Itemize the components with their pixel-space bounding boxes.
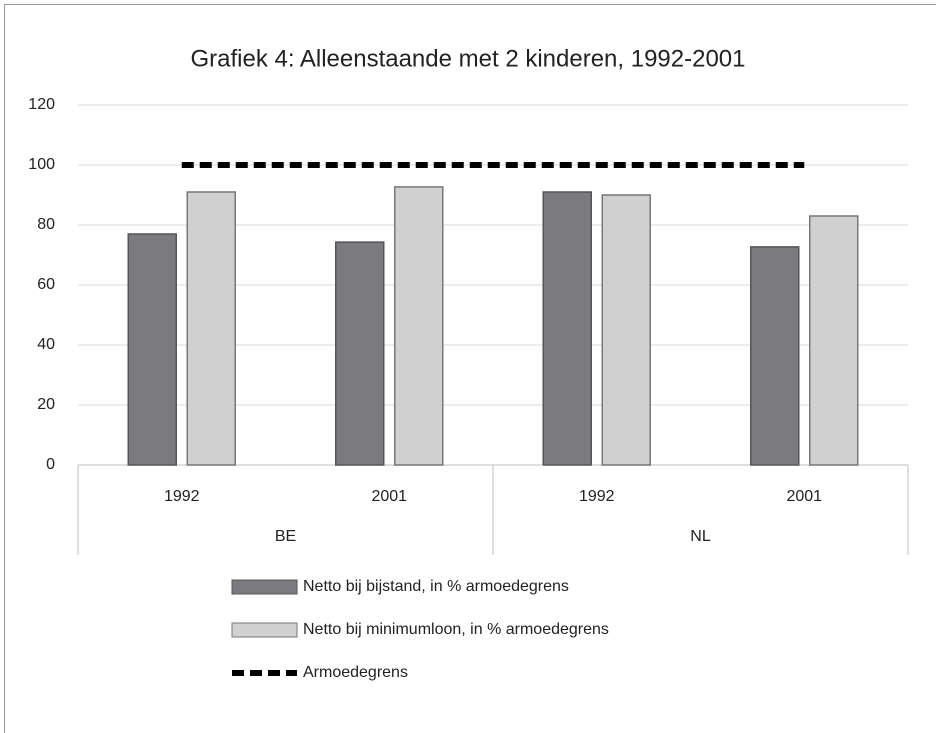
y-tick-label: 120 [28, 96, 55, 113]
bar [750, 246, 800, 466]
x-tick-label: 1992 [579, 488, 615, 505]
legend-label: Netto bij minimumloon, in % armoedegrens [303, 621, 609, 638]
bar [394, 186, 444, 466]
y-tick-label: 100 [28, 156, 55, 173]
legend-swatch [231, 579, 298, 595]
bar [335, 241, 385, 466]
bar [186, 191, 236, 466]
bar [601, 194, 651, 466]
y-tick-label: 80 [37, 216, 55, 233]
bar [127, 233, 177, 466]
y-tick-label: 60 [37, 276, 55, 293]
x-tick-label: 2001 [371, 488, 407, 505]
group-label: BE [275, 528, 296, 545]
y-tick-label: 20 [37, 396, 55, 413]
chart-title: Grafiek 4: Alleenstaande met 2 kinderen,… [190, 45, 745, 72]
x-tick-label: 2001 [786, 488, 822, 505]
x-tick-label: 1992 [164, 488, 200, 505]
bar [542, 191, 592, 466]
legend-label: Armoedegrens [303, 664, 408, 681]
group-label: NL [690, 528, 711, 545]
legend-swatch [231, 622, 298, 638]
bar [809, 215, 859, 466]
legend-label: Netto bij bijstand, in % armoedegrens [303, 578, 569, 595]
y-tick-label: 0 [46, 456, 55, 473]
y-tick-label: 40 [37, 336, 55, 353]
